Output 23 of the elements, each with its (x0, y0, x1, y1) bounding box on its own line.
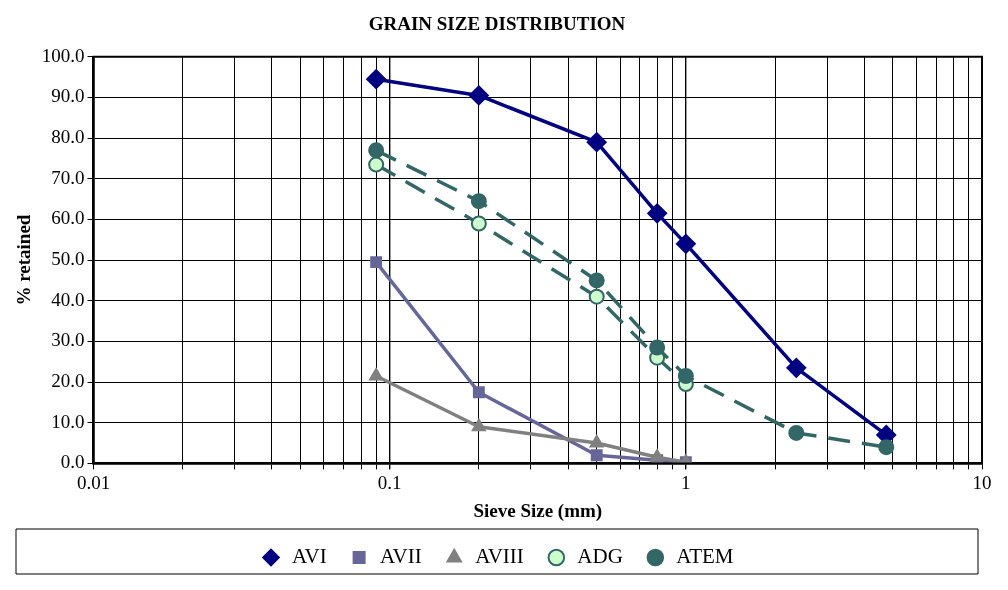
y-axis-title: % retained (13, 214, 35, 306)
legend-label: AVIII (475, 544, 524, 569)
legend-label: AVI (292, 544, 327, 569)
x-axis-title: Sieve Size (mm) (473, 499, 603, 522)
legend-label: ATEM (676, 544, 734, 569)
x-tick-label: 0.1 (377, 471, 402, 493)
y-tick-label: 90.0 (51, 85, 85, 107)
y-tick-label: 80.0 (51, 126, 85, 148)
y-tick-label: 100.0 (41, 44, 85, 66)
chart-title: GRAIN SIZE DISTRIBUTION (368, 13, 626, 35)
x-tick-label: 1 (681, 471, 691, 493)
y-tick-label: 20.0 (51, 370, 85, 392)
legend-label: ADG (577, 544, 623, 569)
x-tick-label: 0.01 (76, 471, 111, 493)
x-tick-label: 10 (972, 471, 992, 493)
legend-label: AVII (380, 544, 422, 569)
y-tick-label: 0.0 (60, 451, 85, 473)
y-tick-label: 40.0 (51, 288, 85, 310)
y-tick-label: 10.0 (51, 410, 85, 432)
y-tick-label: 60.0 (51, 207, 85, 229)
y-tick-label: 30.0 (51, 329, 85, 351)
y-tick-label: 50.0 (51, 248, 85, 270)
y-tick-label: 70.0 (51, 166, 85, 188)
